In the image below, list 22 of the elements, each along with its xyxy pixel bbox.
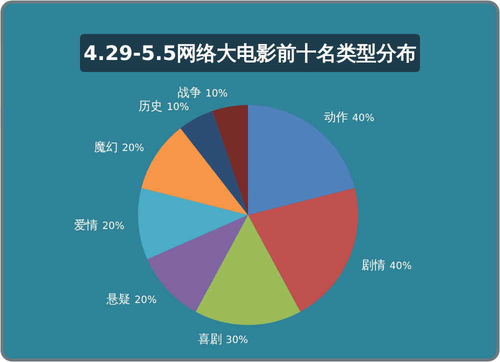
pie-slice (196, 215, 300, 325)
pie-slice (248, 188, 358, 312)
data-label: 20% (122, 143, 144, 154)
pie-slice (138, 188, 248, 260)
data-label: 30% (226, 335, 248, 346)
slice-label: 动作 (324, 110, 348, 124)
data-label: 10% (205, 88, 228, 100)
slice-label: 魔幻 (94, 140, 118, 154)
data-label: 40% (390, 260, 412, 272)
pie-slice (212, 105, 248, 215)
slice-label: 剧情 (362, 258, 386, 272)
slice-label: 历史 (138, 98, 163, 113)
data-label: 20% (102, 221, 124, 232)
chart-title: 4.29-5.5网络大电影前十名类型分布 (83, 41, 417, 65)
slice-label: 战争 (177, 86, 202, 100)
data-label: 40% (352, 113, 374, 124)
data-label: 10% (166, 102, 189, 113)
slice-label: 喜剧 (198, 332, 222, 346)
pie-slice (180, 110, 248, 215)
slice-label: 悬疑 (106, 292, 131, 306)
data-label: 20% (134, 294, 157, 306)
slice-label: 爱情 (74, 218, 98, 232)
